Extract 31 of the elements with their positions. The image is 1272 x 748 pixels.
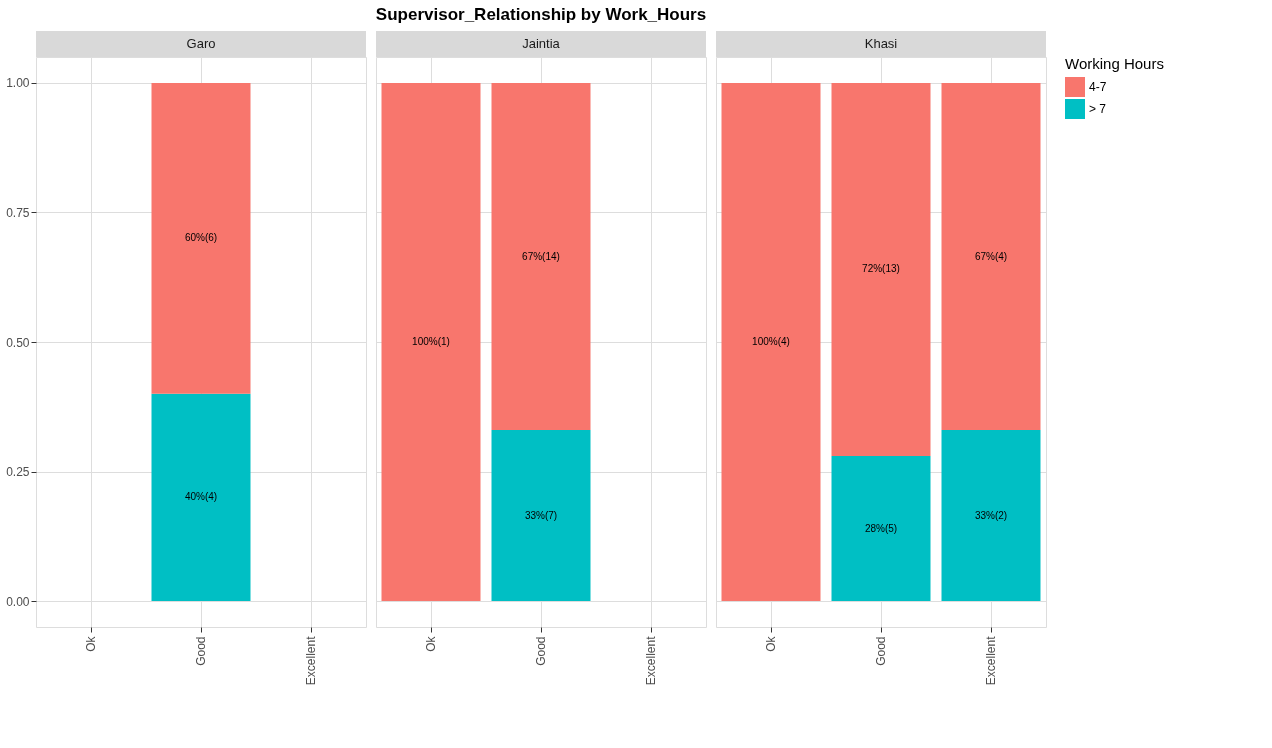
chart-subtitle: Jaintia	[522, 36, 561, 51]
chart-subtitle: Garo	[186, 36, 216, 51]
x-tick-label: Good	[874, 636, 888, 666]
legend-label: 4-7	[1089, 80, 1107, 94]
y-tick-label: 0.50	[6, 335, 30, 350]
y-tick-label: 0.75	[6, 205, 30, 220]
legend-title: Working Hours	[1065, 55, 1164, 72]
data-label: 100%(1)	[412, 336, 450, 347]
x-tick-label: Ok	[424, 635, 438, 652]
x-tick-label: Good	[534, 636, 548, 666]
data-label: 33%(7)	[524, 509, 558, 521]
x-tick-label: Excellent	[304, 635, 318, 686]
data-label: 28%(5)	[864, 522, 898, 534]
y-tick-label: 1.00	[6, 76, 30, 91]
chart-subtitle: Khasi	[864, 36, 898, 51]
data-label: 33%(2)	[974, 509, 1008, 521]
x-tick-label: Excellent	[644, 635, 658, 686]
y-tick-label: 0.00	[6, 594, 30, 609]
legend-label: > 7	[1089, 102, 1107, 116]
x-tick-label: Ok	[764, 635, 778, 652]
x-tick-label: Good	[194, 636, 208, 666]
chart-title: Supervisor_Relationship by Work_Hours	[375, 5, 707, 24]
y-tick-label: 0.25	[6, 465, 30, 480]
data-label: 40%(4)	[184, 491, 218, 503]
x-tick-label: Ok	[84, 635, 98, 652]
data-label: 100%(4)	[752, 336, 790, 347]
x-tick-label: Excellent	[984, 635, 998, 686]
data-label: 67%(14)	[522, 250, 560, 262]
data-label: 72%(13)	[862, 263, 900, 275]
data-label: 67%(4)	[974, 250, 1008, 262]
data-label: 60%(6)	[184, 232, 218, 244]
